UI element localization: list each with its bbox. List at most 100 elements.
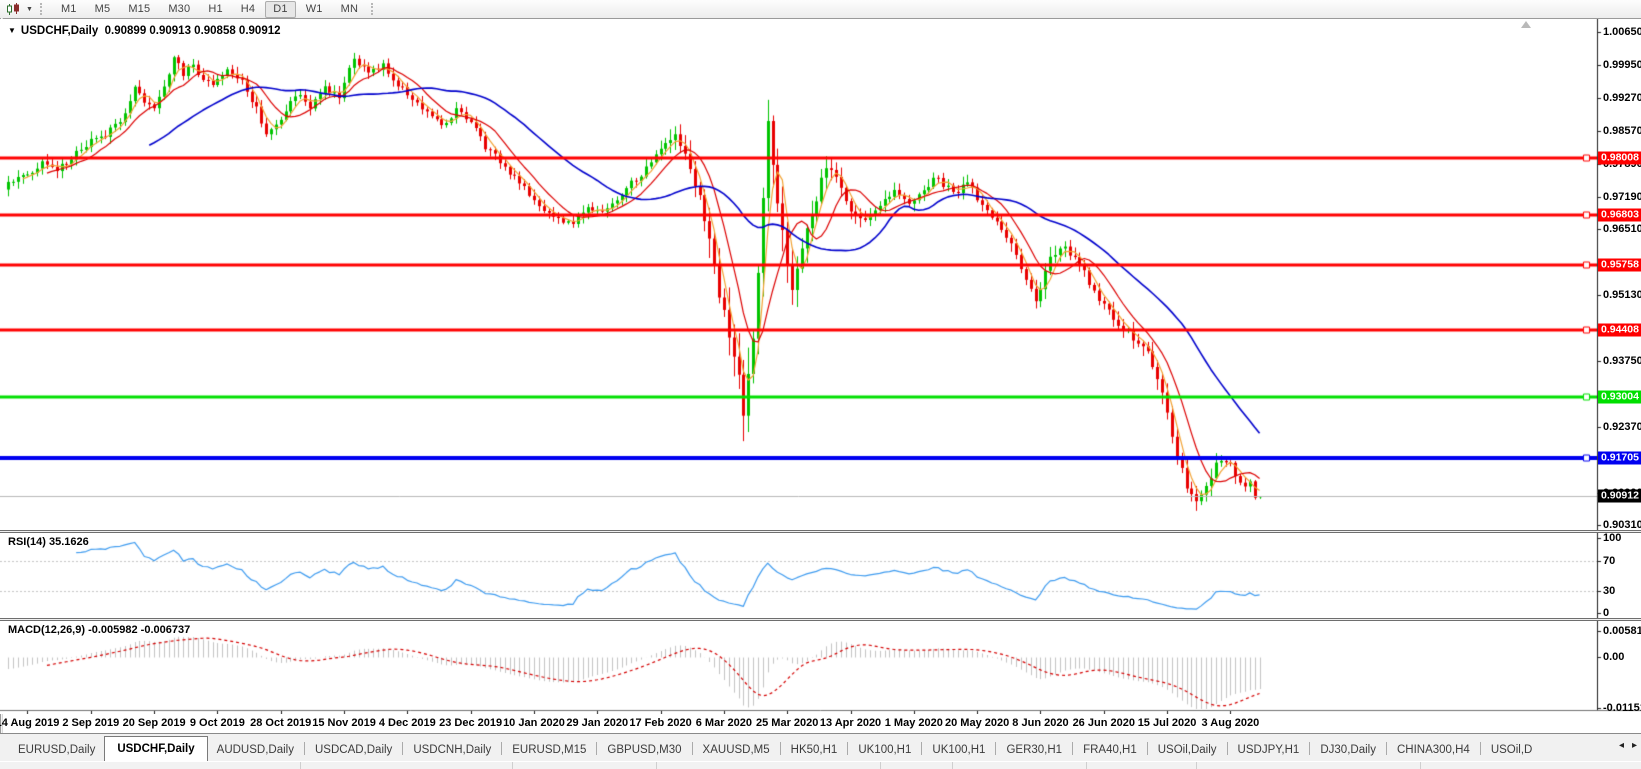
date-axis-label: 13 Apr 2020 [819,717,882,729]
rsi-indicator-canvas[interactable] [0,533,1641,618]
tab-scroll-right-icon[interactable]: ▸ [1631,740,1637,751]
status-bar-divider [1196,762,1197,769]
price-axis-label: 0.92370 [1603,420,1641,433]
timeframe-button-M1[interactable]: M1 [60,2,77,15]
caret-down-icon[interactable]: ▼ [26,5,33,13]
chart-window-top-border [0,18,1641,19]
date-axis-label: 6 Mar 2020 [695,717,753,729]
status-bar-divider [952,762,953,769]
date-axis-label: 1 May 2020 [884,717,943,729]
tab-separator [691,742,693,755]
date-axis-label: 8 Jun 2020 [1012,717,1069,729]
chart-tab-UK100-H1[interactable]: UK100,H1 [932,744,986,756]
macd-indicator-canvas[interactable] [0,621,1641,714]
date-axis-label: 2 Sep 2019 [62,717,120,729]
level-price-tag: 0.98008 [1598,151,1641,165]
price-axis-label: 0.99270 [1603,91,1641,104]
timeframe-buttons-group: M1 M5 M15 M30 H1 H4 D1 W1 MN [52,0,367,18]
price-axis-label: 0.95130 [1603,289,1641,302]
date-axis-label: 4 Dec 2019 [378,717,436,729]
date-axis-label: 9 Oct 2019 [189,717,245,729]
status-bar-divider [512,762,513,769]
tab-separator [1385,742,1387,755]
tab-separator [1226,742,1228,755]
tab-separator [779,742,781,755]
date-axis-label: 25 Mar 2020 [755,717,819,729]
toolbar-grip [371,3,377,15]
chart-tabs-strip: EURUSD,Daily USDCHF,Daily AUDUSD,Daily USDC… [0,734,1607,762]
chart-tab-USDCHF-Daily[interactable]: USDCHF,Daily [104,736,208,762]
price-axis-label: 0.98570 [1603,125,1641,138]
chart-tab-USDCAD-Daily[interactable]: USDCAD,Daily [314,744,393,756]
chart-tab-USOil-Daily[interactable]: USOil,Daily [1157,744,1217,756]
chart-tab-FRA40-H1[interactable]: FRA40,H1 [1083,744,1137,756]
price-axis-label: 0.97190 [1603,190,1641,203]
pane-splitter[interactable] [0,618,1641,621]
date-axis-label: 23 Dec 2019 [439,717,503,729]
chart-tab-XAUUSD-M5[interactable]: XAUUSD,M5 [702,744,770,756]
chart-tab-HK50-H1[interactable]: HK50,H1 [790,744,838,756]
chart-tab-USDJPY-H1[interactable]: USDJPY,H1 [1237,744,1300,756]
chart-symbol: USDCHF,Daily [20,25,99,37]
chart-tab-CHINA300-H4[interactable]: CHINA300,H4 [1396,744,1470,756]
chart-tab-EURUSD-M15[interactable]: EURUSD,M15 [512,744,587,756]
price-axis-label: 0.99950 [1603,59,1641,72]
status-bar-divider [1086,762,1087,769]
pane-splitter[interactable] [0,530,1641,533]
timeframe-button-MN[interactable]: MN [340,2,359,15]
tab-separator [1072,742,1074,755]
chart-tab-GER30-H1[interactable]: GER30,H1 [1006,744,1063,756]
chart-tab-USOil-D[interactable]: USOil,D [1490,744,1533,756]
rsi-axis-label: 70 [1603,554,1616,567]
tab-separator [921,742,923,755]
macd-axis-label: 0.00 [1603,651,1625,663]
date-axis-label: 14 Aug 2019 [0,717,60,729]
date-axis-label: 29 Jan 2020 [566,717,629,729]
timeframes-toolbar: ▼ M1 M5 M15 M30 H1 H4 D1 W1 MN [0,0,1641,19]
chart-tab-UK100-H1[interactable]: UK100,H1 [858,744,912,756]
timeframe-button-M30[interactable]: M30 [168,2,191,15]
date-axis-label: 3 Aug 2020 [1201,717,1260,729]
timeframe-button-D1[interactable]: D1 [265,0,296,18]
tab-scroll-buttons: ◂ ▸ [1619,739,1637,753]
chart-title: ▼ USDCHF,Daily 0.90899 0.90913 0.90858 0.… [8,25,281,37]
tab-scroll-left-icon[interactable]: ◂ [1618,740,1624,751]
scroll-up-icon[interactable] [1521,21,1531,28]
chart-tab-EURUSD-Daily[interactable]: EURUSD,Daily [18,744,96,756]
date-axis-label: 10 Jan 2020 [503,717,565,729]
price-chart-canvas[interactable] [0,19,1641,530]
date-axis-label: 15 Nov 2019 [312,717,376,729]
timeframe-button-M5[interactable]: M5 [94,2,111,15]
candlestick-chart-icon[interactable] [3,2,23,16]
macd-panel-label: MACD(12,26,9) -0.005982 -0.006737 [8,624,191,636]
date-axis-label: 28 Oct 2019 [250,717,312,729]
toolbar-grip [39,3,46,15]
status-bar [0,761,1641,769]
chart-tab-USDCNH-Daily[interactable]: USDCNH,Daily [413,744,492,756]
level-price-tag: 0.96803 [1598,208,1641,222]
window-menu-icon[interactable]: ▼ [8,26,16,35]
date-axis-label: 26 Jun 2020 [1072,717,1135,729]
chart-tab-GBPUSD-M30[interactable]: GBPUSD,M30 [607,744,682,756]
chart-tab-AUDUSD-Daily[interactable]: AUDUSD,Daily [216,744,294,756]
timeframe-button-W1[interactable]: W1 [305,2,323,15]
macd-axis-label: 0.005818 [1603,625,1641,637]
rsi-axis-label: 100 [1603,532,1622,544]
status-bar-divider [656,762,657,769]
level-price-tag: 0.95758 [1598,258,1641,272]
timeframe-button-H1[interactable]: H1 [208,2,223,15]
timeframe-button-M15[interactable]: M15 [128,2,151,15]
date-axis-label: 20 May 2020 [945,717,1010,729]
tab-separator [501,742,503,755]
tab-separator [402,742,404,755]
rsi-axis-label: 30 [1603,584,1616,597]
candlestick-chart-glyph [6,2,19,15]
timeframe-button-H4[interactable]: H4 [240,2,256,15]
tab-separator [1146,742,1148,755]
status-bar-divider [300,762,301,769]
chart-tab-DJ30-Daily[interactable]: DJ30,Daily [1320,744,1376,756]
status-bar-divider [880,762,881,769]
current-price-tag: 0.90912 [1598,489,1641,503]
